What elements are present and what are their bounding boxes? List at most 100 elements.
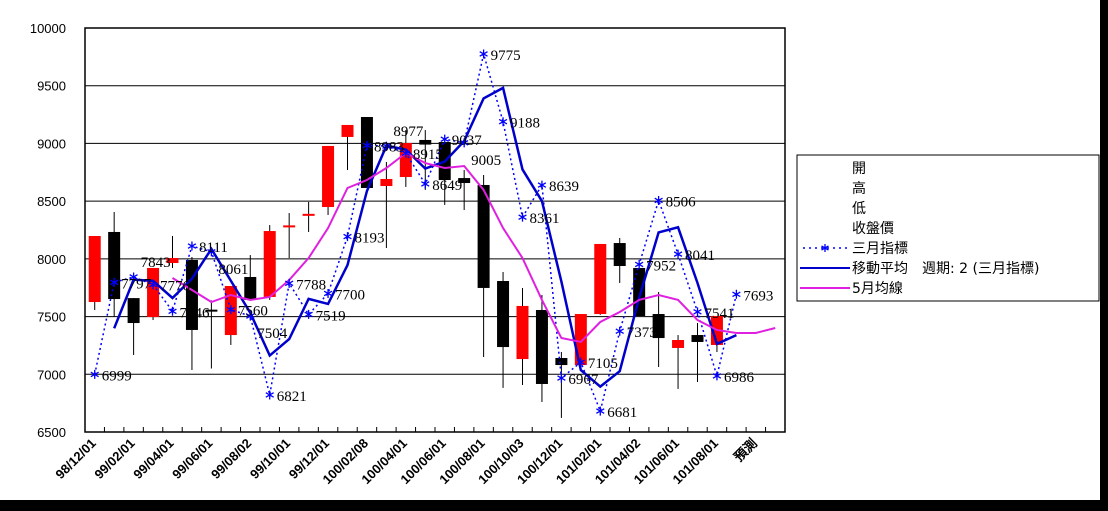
indicator-data-label: 9037 (452, 133, 483, 149)
indicator-star-marker (362, 140, 372, 150)
candle-down (535, 309, 548, 384)
candle-up (88, 236, 101, 303)
indicator-star-marker (459, 138, 469, 148)
y-tick-label: 7500 (37, 310, 66, 325)
indicator-data-label: 8915 (413, 147, 443, 163)
indicator-star-marker (712, 371, 722, 381)
indicator-data-label: 8977 (393, 124, 424, 140)
series-lines (93, 53, 776, 414)
indicator-star-marker (518, 212, 527, 222)
moving-average-line (113, 85, 737, 389)
candle-down (477, 184, 490, 288)
y-tick-label: 9500 (37, 79, 66, 94)
indicator-star-marker (207, 247, 216, 257)
candle-up (672, 340, 685, 348)
candles (88, 116, 723, 418)
candle-down (497, 281, 510, 348)
candle-down (108, 231, 121, 300)
indicator-star-marker (109, 277, 119, 287)
candlestick-chart: 6500 7000 7500 8000 8500 9000 9500 10000 98/12/… (0, 0, 1100, 500)
plot-frame (84, 27, 786, 433)
indicator-star-marker (440, 134, 449, 144)
legend-label: 高 (852, 180, 866, 197)
x-tick-label: 99/02/01 (91, 436, 137, 482)
candle-down (244, 276, 257, 300)
indicator-star-marker (693, 307, 702, 317)
y-tick-label: 6500 (37, 425, 66, 440)
indicator-data-label: 6967 (568, 372, 599, 388)
candle-up (594, 243, 607, 315)
indicator-star-marker (615, 326, 624, 336)
indicator-star-marker (634, 259, 644, 269)
candle-down (205, 309, 218, 312)
candle-up (516, 305, 529, 360)
indicator-data-label: 8506 (666, 194, 697, 210)
candle-down (633, 267, 646, 316)
indicator-star-marker (382, 141, 391, 151)
legend-label: 收盤價 (852, 220, 894, 237)
x-tick-label: 99/06/01 (169, 436, 215, 482)
indicator-data-label: 7693 (743, 288, 773, 304)
indicator-star-marker (498, 117, 508, 127)
indicator-data-label: 8639 (549, 179, 579, 195)
y-tick-label: 8500 (37, 194, 66, 209)
indicator-data-label: 7105 (588, 356, 618, 372)
indicator-markers (90, 49, 741, 416)
indicator-data-label: 6986 (724, 370, 755, 386)
indicator-star-marker (576, 357, 586, 367)
candle-down (419, 139, 432, 145)
indicator-star-marker (654, 195, 663, 205)
legend-label: 5月均線 (852, 281, 903, 297)
candle-down (185, 260, 198, 330)
candle-down (613, 243, 626, 267)
legend-box (796, 154, 1100, 302)
indicator-data-label: 6681 (607, 405, 637, 421)
indicator-data-label: 9188 (510, 116, 540, 132)
candle-up (574, 314, 587, 366)
indicator-star-marker (537, 180, 547, 190)
indicator-star-marker (187, 241, 197, 251)
indicator-data-label: 6999 (102, 368, 132, 384)
indicator-star-marker (246, 311, 255, 321)
indicator-data-label: 7776 (160, 279, 191, 295)
indicator-data-label: 7504 (257, 326, 288, 342)
indicator-star-marker (673, 249, 683, 259)
candle-up (283, 225, 296, 228)
candle-up (341, 124, 354, 137)
candle-down (555, 358, 568, 366)
indicator-data-label: 8061 (218, 262, 248, 278)
x-tick-label: 99/08/02 (208, 436, 254, 482)
candle-down (127, 298, 140, 324)
x-tick-label: 98/12/01 (52, 436, 98, 482)
indicator-star-marker (732, 289, 741, 299)
indicator-data-label: 9005 (471, 153, 501, 169)
indicator-data-label: 8193 (355, 231, 385, 247)
indicator-star-marker (343, 232, 352, 242)
indicator-data-label: 7546 (180, 305, 211, 321)
indicator-data-label: 7373 (627, 325, 657, 341)
indicator-star-marker (226, 305, 236, 315)
candle-up (302, 213, 315, 216)
legend-label: 低 (852, 201, 866, 217)
indicator-data-label: 8361 (530, 211, 560, 227)
data-labels: 6999 7797 7843 7776 7546 8111 8061 7560 7504 6821… (102, 48, 774, 421)
indicator-data-label: 8649 (432, 178, 462, 194)
indicator-star-marker (265, 390, 274, 400)
candle-down (652, 314, 665, 339)
indicator-data-label: 8041 (685, 248, 715, 264)
legend-label: 三月指標 (852, 241, 908, 257)
indicator-star-marker (557, 373, 566, 383)
x-tick-label: 99/04/01 (130, 436, 176, 482)
legend-star-marker (821, 244, 829, 252)
indicator-data-label: 7560 (238, 304, 268, 320)
candle-up (166, 258, 179, 264)
y-tick-label: 8000 (37, 252, 66, 267)
indicator-star-marker (129, 272, 138, 282)
candle-down (691, 335, 704, 342)
indicator-star-marker (323, 288, 333, 298)
indicator-star-marker (90, 369, 99, 379)
indicator-data-label: 6821 (277, 389, 307, 405)
indicator-3m-line (93, 53, 738, 414)
indicator-star-marker (304, 309, 313, 319)
